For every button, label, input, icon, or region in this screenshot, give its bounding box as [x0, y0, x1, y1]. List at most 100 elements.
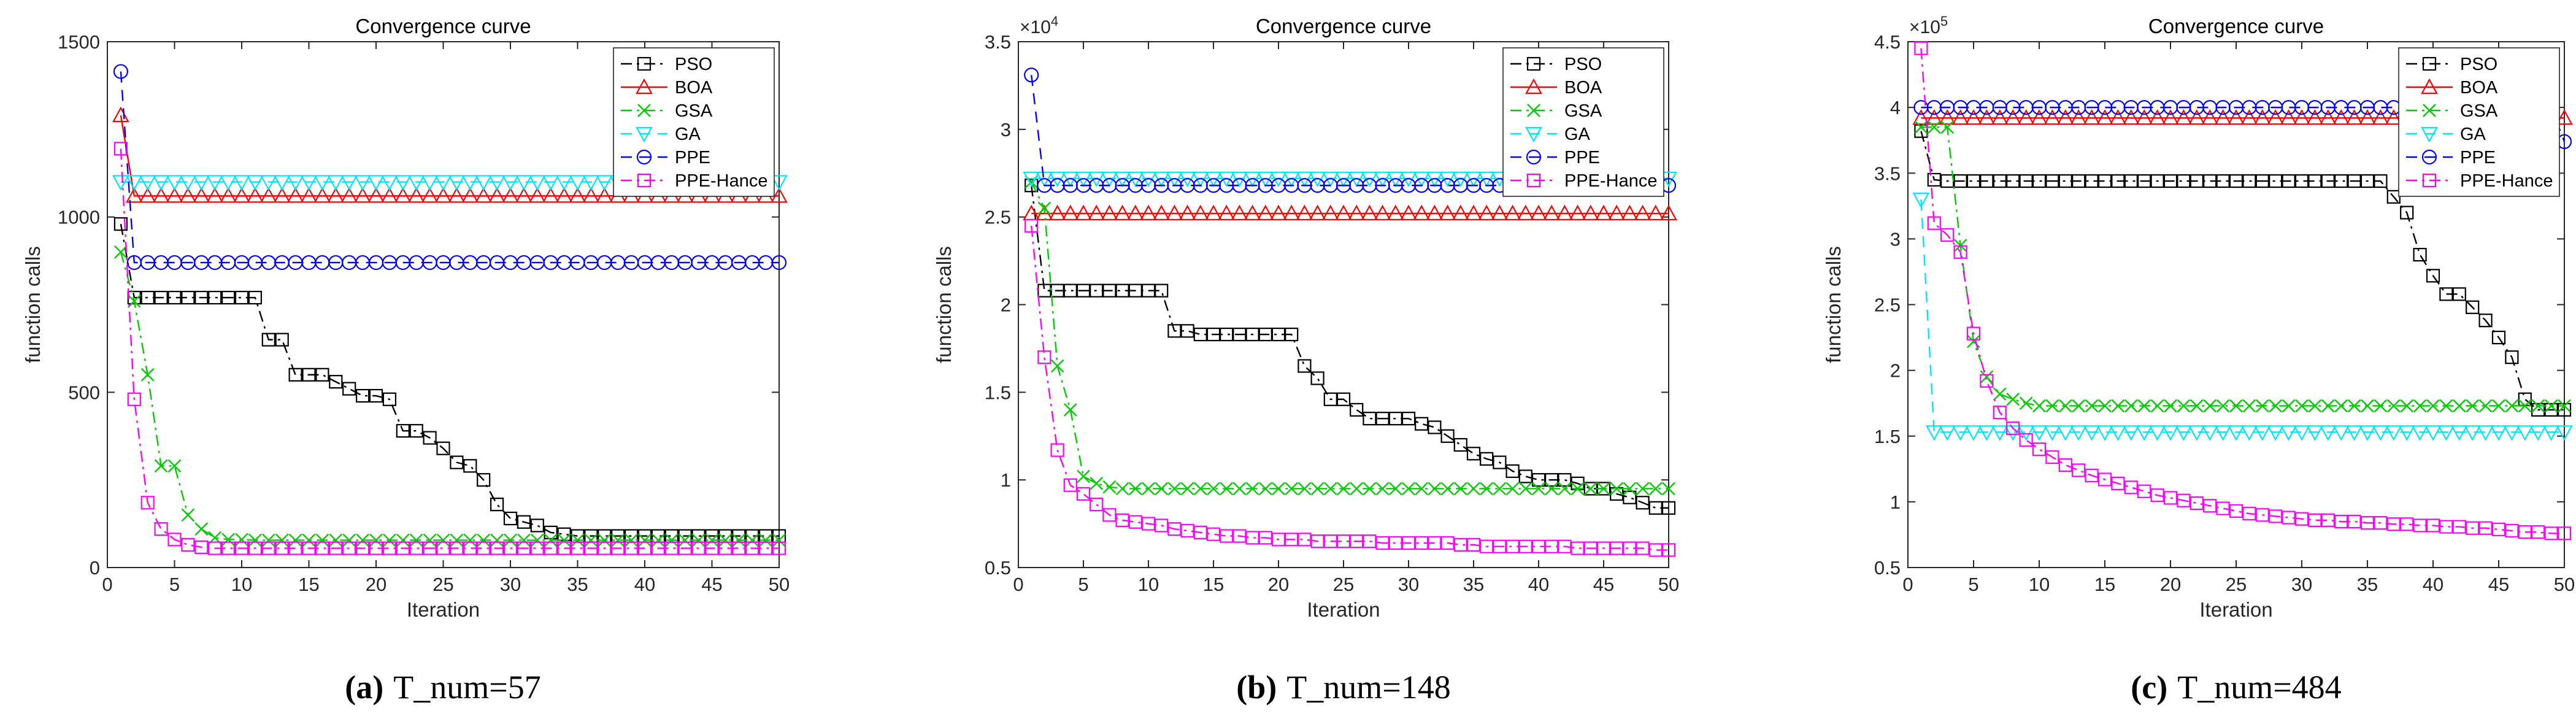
data-point-ppe-hance	[1271, 533, 1286, 547]
data-point-ga	[2122, 425, 2140, 441]
x-axis-label: Iteration	[2199, 598, 2272, 621]
y-tick-label: 1.5	[1874, 426, 1901, 447]
data-point-pso	[2531, 402, 2545, 417]
data-point-ppe-hance	[2505, 523, 2519, 538]
data-point-ga	[381, 175, 398, 191]
data-point-pso	[1206, 327, 1221, 342]
y-tick-label: 2.5	[985, 207, 1011, 228]
data-point-gsa	[2164, 399, 2177, 413]
data-point-ga	[555, 175, 573, 191]
data-point-ga	[2031, 425, 2048, 441]
data-point-gsa	[1532, 482, 1545, 496]
legend-item-gsa: GSA	[621, 101, 713, 121]
series-ppe-hance	[113, 142, 786, 555]
data-point-pso	[302, 368, 316, 382]
data-point-gsa	[383, 533, 396, 547]
data-point-boa	[461, 187, 479, 203]
data-point-gsa	[1453, 482, 1467, 496]
data-point-gsa	[759, 533, 772, 547]
data-point-pso	[275, 333, 289, 347]
data-point-ppe-hance	[1180, 523, 1194, 538]
data-point-gsa	[2544, 399, 2558, 413]
data-point-pso	[490, 498, 504, 512]
data-point-gsa	[114, 245, 128, 259]
data-point-gsa	[2558, 399, 2571, 413]
data-point-pso	[1102, 283, 1117, 298]
data-point-pso	[248, 290, 262, 305]
data-point-boa	[220, 187, 237, 203]
data-point-pso	[1258, 327, 1272, 342]
data-point-pso	[1245, 327, 1259, 342]
y-tick-label: 1000	[58, 207, 100, 228]
data-point-gsa	[517, 533, 531, 547]
data-point-pso	[1453, 437, 1467, 452]
data-point-gsa	[584, 533, 598, 547]
data-point-boa	[2070, 109, 2088, 125]
data-point-ppe-hance	[1596, 541, 1611, 555]
data-point-ppe-hance	[758, 541, 773, 555]
data-point-pso	[1323, 392, 1337, 406]
data-point-boa	[1256, 204, 1274, 221]
data-point-ppe-hance	[2269, 509, 2283, 523]
data-point-boa	[1178, 204, 1196, 221]
data-point-pso	[1440, 429, 1455, 443]
data-point-gsa	[2006, 392, 2020, 406]
legend-item-pso: PSO	[2406, 55, 2497, 74]
data-point-ppe-hance	[1336, 534, 1351, 549]
data-point-pso	[2190, 174, 2204, 188]
data-point-ga	[2148, 425, 2166, 441]
data-point-gsa	[463, 533, 477, 547]
data-point-pso	[154, 290, 168, 305]
data-point-ppe-hance	[1206, 527, 1221, 541]
data-point-pso	[1518, 469, 1532, 483]
data-point-pso	[2282, 174, 2296, 188]
data-point-boa	[260, 187, 277, 203]
data-point-ga	[2228, 425, 2245, 441]
data-point-ppe-hance	[2045, 450, 2059, 464]
data-point-pso	[1388, 412, 1402, 426]
data-point-gsa	[1142, 482, 1155, 496]
series-gsa	[1914, 120, 2571, 413]
data-point-ppe-hance	[2163, 491, 2178, 505]
data-point-ppe-hance	[208, 541, 222, 555]
data-point-pso	[1050, 283, 1064, 298]
data-point-gsa	[745, 533, 759, 547]
y-tick-label: 0	[90, 557, 100, 579]
data-point-ppe-hance	[1453, 537, 1467, 552]
x-tick-label: 40	[634, 574, 655, 595]
data-point-ga	[193, 175, 210, 191]
data-point-pso	[1914, 124, 1928, 138]
data-point-pso	[503, 511, 518, 526]
data-point-pso	[355, 388, 370, 403]
x-tick-label: 30	[1398, 574, 1419, 595]
exponent-base: ×10	[1909, 17, 1940, 37]
data-point-ga	[300, 175, 318, 191]
data-point-pso	[369, 388, 383, 403]
data-point-pso	[2124, 174, 2138, 188]
data-point-gsa	[154, 459, 168, 473]
data-point-ga	[340, 175, 358, 191]
data-point-gsa	[705, 533, 719, 547]
legend-label: PSO	[2460, 55, 2497, 74]
data-point-pso	[436, 441, 450, 455]
data-point-ppe-hance	[1583, 541, 1598, 555]
data-point-pso	[329, 375, 343, 389]
data-point-boa	[515, 187, 533, 203]
data-point-gsa	[2374, 399, 2388, 413]
data-point-ppe-hance	[1558, 539, 1572, 553]
data-point-gsa	[1980, 370, 1994, 384]
data-point-ppe-hance	[1102, 508, 1117, 522]
data-point-pso	[208, 290, 222, 305]
data-point-ga	[2424, 425, 2442, 441]
data-point-ga	[1965, 425, 1982, 441]
legend-item-ga: GA	[621, 125, 701, 144]
data-point-boa	[1361, 204, 1378, 221]
data-point-boa	[2162, 109, 2179, 125]
data-point-boa	[313, 187, 331, 203]
data-point-ga	[2280, 425, 2297, 441]
data-point-boa	[1205, 204, 1222, 221]
legend-box	[1502, 47, 1664, 197]
data-point-ga	[354, 175, 371, 191]
data-point-gsa	[1415, 482, 1429, 496]
